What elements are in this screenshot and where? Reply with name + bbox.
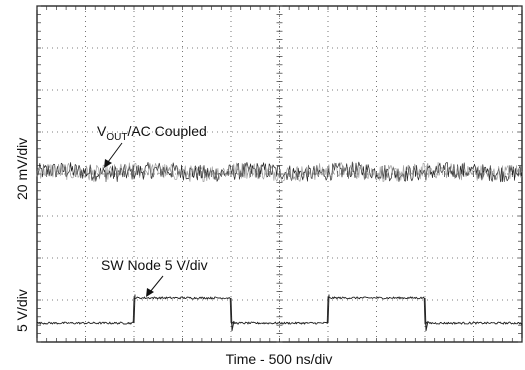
vout-trace-overlay xyxy=(36,161,523,183)
sw-rise-edge xyxy=(327,294,330,324)
sw-node-label: SW Node 5 V/div xyxy=(101,257,208,273)
vout-arrow-shaft xyxy=(107,142,123,163)
sw-fall-edge xyxy=(424,297,429,332)
traces xyxy=(36,161,523,332)
sw-node-trace xyxy=(36,296,523,325)
vout-arrow-head xyxy=(104,159,112,168)
y-label-sw: 5 V/div xyxy=(14,289,30,332)
y-label-vout: 20 mV/div xyxy=(14,138,30,200)
graticule xyxy=(37,6,522,342)
sw-arrow-head xyxy=(146,288,154,297)
x-axis-label: Time - 500 ns/div xyxy=(226,351,333,367)
sw-rise-edge xyxy=(133,294,136,324)
sw-arrow-shaft xyxy=(149,275,164,293)
sw-fall-edge xyxy=(230,297,235,332)
vout-label: VOUT/AC Coupled xyxy=(97,123,207,143)
